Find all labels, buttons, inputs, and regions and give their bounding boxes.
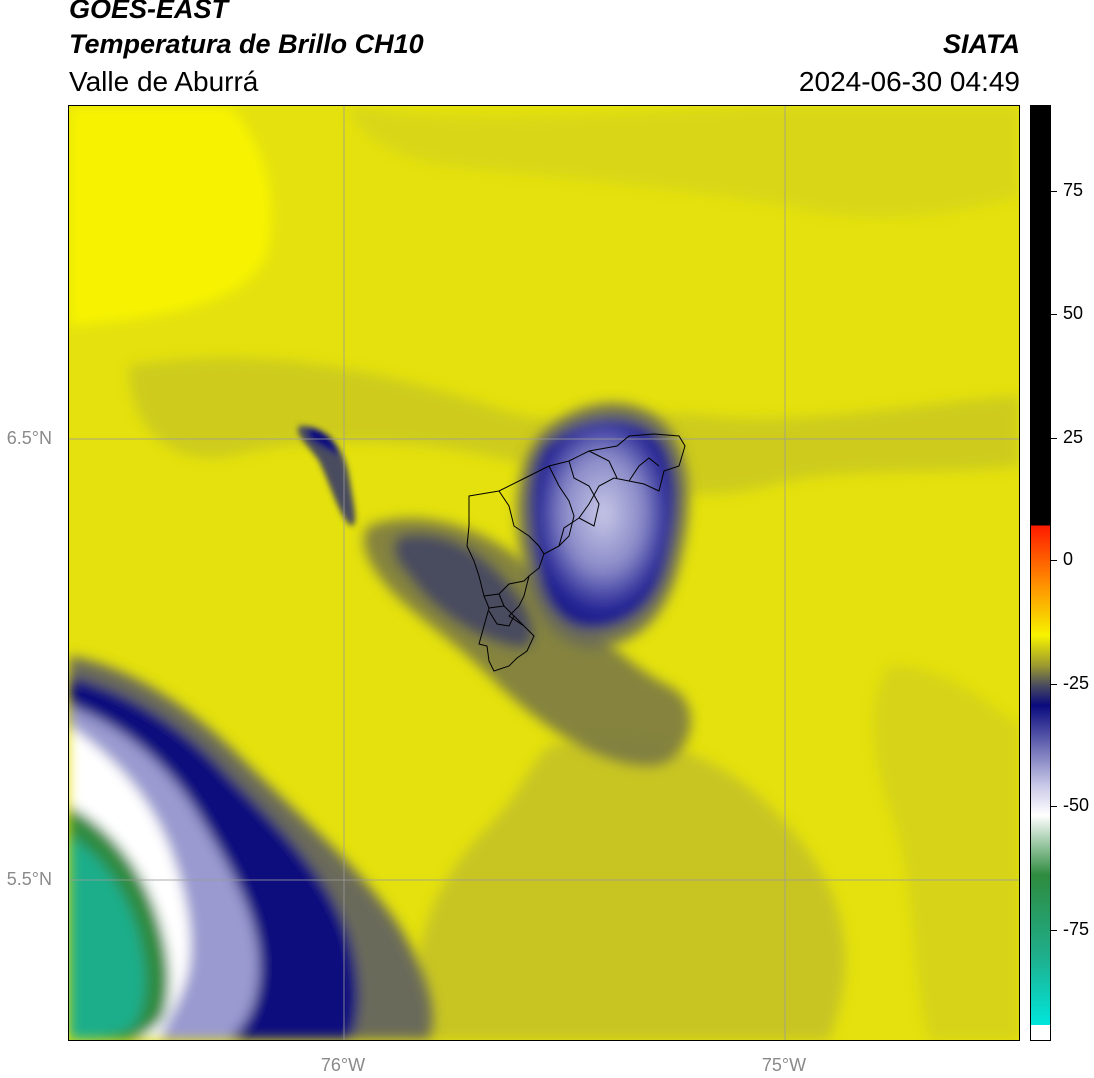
colorbar-label-25: 25	[1063, 427, 1084, 447]
colorbar-tick	[1051, 930, 1057, 931]
brightness-temperature-map	[69, 106, 1019, 1040]
cold-cloud-southwest	[69, 656, 433, 1040]
lon-label-76: 76°W	[320, 1055, 366, 1075]
title-product: Temperatura de Brillo CH10	[69, 29, 424, 59]
organization-label: SIATA	[943, 29, 1020, 59]
title-satellite: GOES-EAST	[69, 0, 229, 24]
colorbar-label-75: 75	[1063, 180, 1084, 200]
colorbar-tick	[1051, 560, 1057, 561]
lon-label-75: 75°W	[761, 1055, 807, 1075]
colorbar-label-50: 50	[1063, 303, 1084, 323]
graticule	[69, 106, 1019, 1040]
colorbar-tick	[1051, 806, 1057, 807]
lat-label-6-5: 6.5°N	[6, 428, 52, 448]
colorbar-tick	[1051, 684, 1057, 685]
colorbar	[1030, 105, 1051, 1041]
colorbar-tick	[1051, 438, 1057, 439]
timestamp-label: 2024-06-30 04:49	[798, 66, 1020, 97]
colorbar-tick	[1051, 191, 1057, 192]
colorbar-tick	[1051, 314, 1057, 315]
municipality-boundaries	[466, 433, 686, 672]
warm-region-northwest	[69, 106, 272, 326]
colorbar-label-minus-25: -25	[1063, 673, 1090, 693]
cloud-band-central	[363, 518, 691, 766]
colorbar-label-minus-75: -75	[1063, 919, 1090, 939]
streak-cloud	[298, 425, 356, 526]
colorbar-label-0: 0	[1063, 549, 1074, 569]
map-panel	[68, 105, 1020, 1041]
convective-cell	[517, 403, 689, 648]
lat-label-5-5: 5.5°N	[6, 869, 52, 889]
subtitle-region: Valle de Aburrá	[69, 66, 259, 97]
colorbar-label-minus-50: -50	[1063, 795, 1090, 815]
